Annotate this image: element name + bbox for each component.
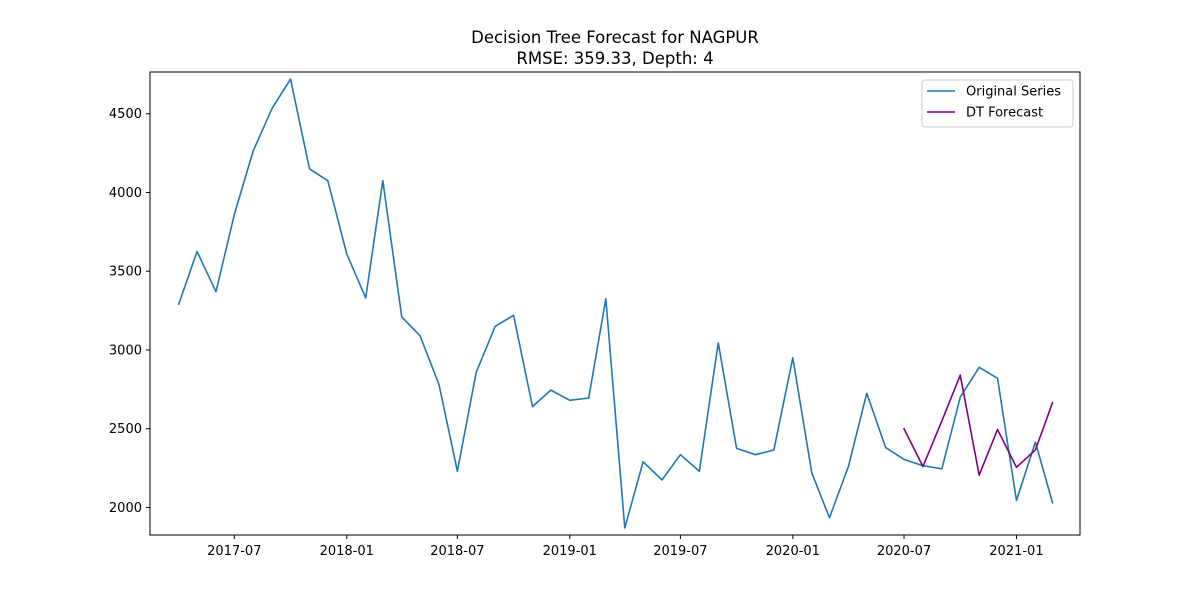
x-tick-label: 2020-07 — [877, 544, 931, 559]
legend-label: DT Forecast — [966, 106, 1043, 121]
x-tick-label: 2021-01 — [989, 544, 1043, 559]
legend: Original Series DT Forecast — [921, 79, 1074, 128]
x-tick-label: 2018-01 — [320, 544, 374, 559]
y-tick-label: 3000 — [109, 343, 142, 358]
chart-subtitle: RMSE: 359.33, Depth: 4 — [516, 49, 713, 68]
chart-title: Decision Tree Forecast for NAGPUR — [471, 28, 759, 47]
y-tick-label: 2500 — [109, 422, 142, 437]
x-tick-label: 2020-01 — [766, 544, 820, 559]
y-tick-label: 2000 — [109, 501, 142, 516]
plot-series — [177, 78, 1054, 529]
legend-box — [921, 79, 1074, 128]
x-tick-label: 2017-07 — [207, 544, 261, 559]
y-tick-label: 4000 — [109, 186, 142, 201]
series-line-forecast — [902, 374, 1054, 476]
plot-area-frame — [149, 71, 1081, 536]
x-tick-label: 2019-07 — [653, 544, 707, 559]
legend-label: Original Series — [966, 85, 1061, 100]
x-tick-label: 2018-07 — [430, 544, 484, 559]
y-tick-label: 4500 — [109, 107, 142, 122]
axes: 2017-07 2018-01 2018-07 2019-01 2019-07 2020-… — [109, 107, 1044, 559]
x-tick-label: 2019-01 — [543, 544, 597, 559]
y-tick-label: 3500 — [109, 265, 142, 280]
series-line-original — [177, 78, 1054, 529]
